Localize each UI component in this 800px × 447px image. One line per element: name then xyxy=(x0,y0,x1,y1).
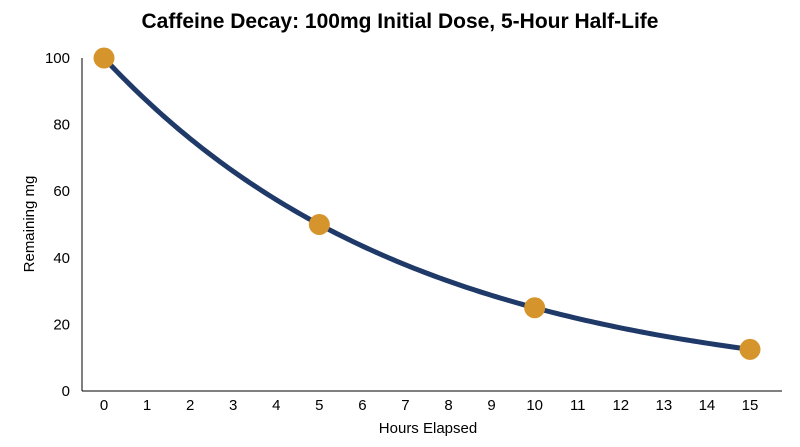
data-markers xyxy=(93,47,761,360)
x-tick-label: 12 xyxy=(612,397,629,414)
x-tick-label: 5 xyxy=(315,397,323,414)
data-point-marker xyxy=(93,47,115,69)
y-tick-label: 0 xyxy=(62,383,70,400)
x-tick-label: 3 xyxy=(229,397,237,414)
x-tick-label: 1 xyxy=(143,397,151,414)
x-tick-label: 4 xyxy=(272,397,280,414)
x-tick-label: 2 xyxy=(186,397,194,414)
x-tick-label: 11 xyxy=(570,397,586,414)
y-tick-label: 40 xyxy=(53,250,70,267)
data-point-marker xyxy=(739,338,761,360)
x-tick-label: 13 xyxy=(656,397,673,414)
y-tick-label: 80 xyxy=(53,117,70,134)
x-tick-label: 10 xyxy=(526,397,543,414)
data-point-marker xyxy=(524,297,546,319)
x-tick-label: 0 xyxy=(100,397,108,414)
x-tick-label: 8 xyxy=(444,397,452,414)
y-tick-label: 20 xyxy=(53,316,70,333)
x-tick-labels: 0 1 2 3 4 5 6 7 8 9 10 11 12 13 14 15 xyxy=(100,397,759,414)
y-tick-labels: 0 20 40 60 80 100 xyxy=(45,50,70,400)
decay-curve-line xyxy=(101,55,753,352)
y-axis-label: Remaining mg xyxy=(21,176,38,273)
x-tick-label: 6 xyxy=(358,397,366,414)
y-tick-label: 60 xyxy=(53,183,70,200)
x-tick-label: 14 xyxy=(699,397,716,414)
y-tick-label: 100 xyxy=(45,50,70,67)
x-tick-label: 15 xyxy=(742,397,759,414)
x-axis-label: Hours Elapsed xyxy=(379,420,477,437)
x-tick-label: 7 xyxy=(401,397,409,414)
data-point-marker xyxy=(308,214,330,235)
x-tick-label: 9 xyxy=(487,397,495,414)
chart-title: Caffeine Decay: 100mg Initial Dose, 5-Ho… xyxy=(141,10,659,33)
